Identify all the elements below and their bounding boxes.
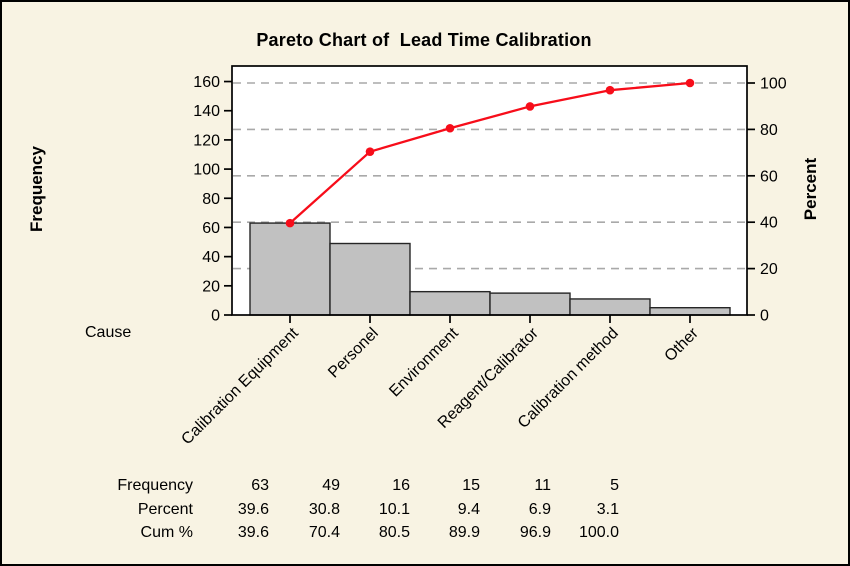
- cumulative-point-4: [605, 85, 615, 95]
- x-category-label: Personel: [325, 325, 382, 382]
- table-row-label: Percent: [137, 501, 193, 518]
- table-cell: 39.6: [237, 501, 269, 518]
- x-axis-label: Cause: [85, 324, 132, 341]
- right-axis-tick-label: 80: [760, 122, 778, 139]
- left-axis-tick-label: 160: [193, 74, 220, 91]
- cumulative-point-0: [285, 218, 295, 228]
- table-cell: 89.9: [448, 524, 480, 541]
- right-axis-tick-label: 0: [760, 308, 769, 325]
- table-cell: 9.4: [457, 501, 480, 518]
- table-cell: 6.9: [528, 501, 551, 518]
- table-row-frequency: Frequency 63 49 16 15 11 5: [2, 475, 848, 497]
- table-cell: 70.4: [308, 524, 340, 541]
- plot-frame: [231, 65, 748, 316]
- table-cell: 3.1: [596, 501, 619, 518]
- table-cell: 96.9: [519, 524, 551, 541]
- left-axis-tick-label: 140: [193, 103, 220, 120]
- table-cell: 10.1: [378, 501, 410, 518]
- cumulative-point-5: [685, 78, 695, 88]
- bar-environment: [409, 290, 491, 316]
- bar-other: [649, 307, 731, 316]
- left-axis-tick-label: 100: [193, 162, 220, 179]
- left-axis-tick-label: 40: [202, 249, 220, 266]
- right-axis-tick-label: 100: [760, 76, 787, 93]
- table-cell: 80.5: [378, 524, 410, 541]
- bar-personel: [329, 242, 411, 316]
- left-axis-tick-label: 20: [202, 278, 220, 295]
- x-category-label: Other: [662, 324, 703, 365]
- right-axis-tick-label: 60: [760, 168, 778, 185]
- table-cell: 11: [534, 477, 551, 494]
- table-row-label: Frequency: [117, 477, 193, 494]
- table-cell: 100.0: [578, 524, 619, 541]
- cumulative-point-3: [525, 102, 535, 111]
- bar-calibration-method: [569, 298, 651, 316]
- cumulative-line: [289, 81, 691, 224]
- bar-reagent-calibrator: [489, 292, 571, 316]
- table-cell: 39.6: [237, 524, 269, 541]
- table-row-label: Cum %: [140, 524, 193, 541]
- chart-title: Pareto Chart of Lead Time Calibration: [256, 30, 592, 50]
- x-category-label: Calibration Equipment: [178, 324, 302, 448]
- left-axis-tick-label: 80: [202, 191, 220, 208]
- table-cell: 15: [462, 477, 480, 494]
- cumulative-point-1: [365, 147, 375, 156]
- bar-calibration-equipment: [249, 222, 331, 316]
- left-axis-tick-label: 0: [211, 308, 220, 325]
- table-cell: 63: [251, 477, 269, 494]
- table-cell: 30.8: [308, 501, 340, 518]
- table-row-percent: Percent 39.6 30.8 10.1 9.4 6.9 3.1: [2, 499, 848, 521]
- left-axis-tick-label: 60: [202, 220, 220, 237]
- right-axis-tick-label: 40: [760, 215, 778, 232]
- table-cell: 16: [392, 477, 410, 494]
- table-cell: 5: [610, 477, 619, 494]
- cumulative-point-2: [445, 123, 455, 133]
- right-axis-tick-label: 20: [760, 261, 778, 278]
- x-category-label: Environment: [386, 324, 462, 400]
- table-cell: 49: [322, 477, 340, 494]
- table-row-cum-percent: Cum % 39.6 70.4 80.5 89.9 96.9 100.0: [2, 522, 848, 544]
- left-axis-tick-label: 120: [193, 132, 220, 149]
